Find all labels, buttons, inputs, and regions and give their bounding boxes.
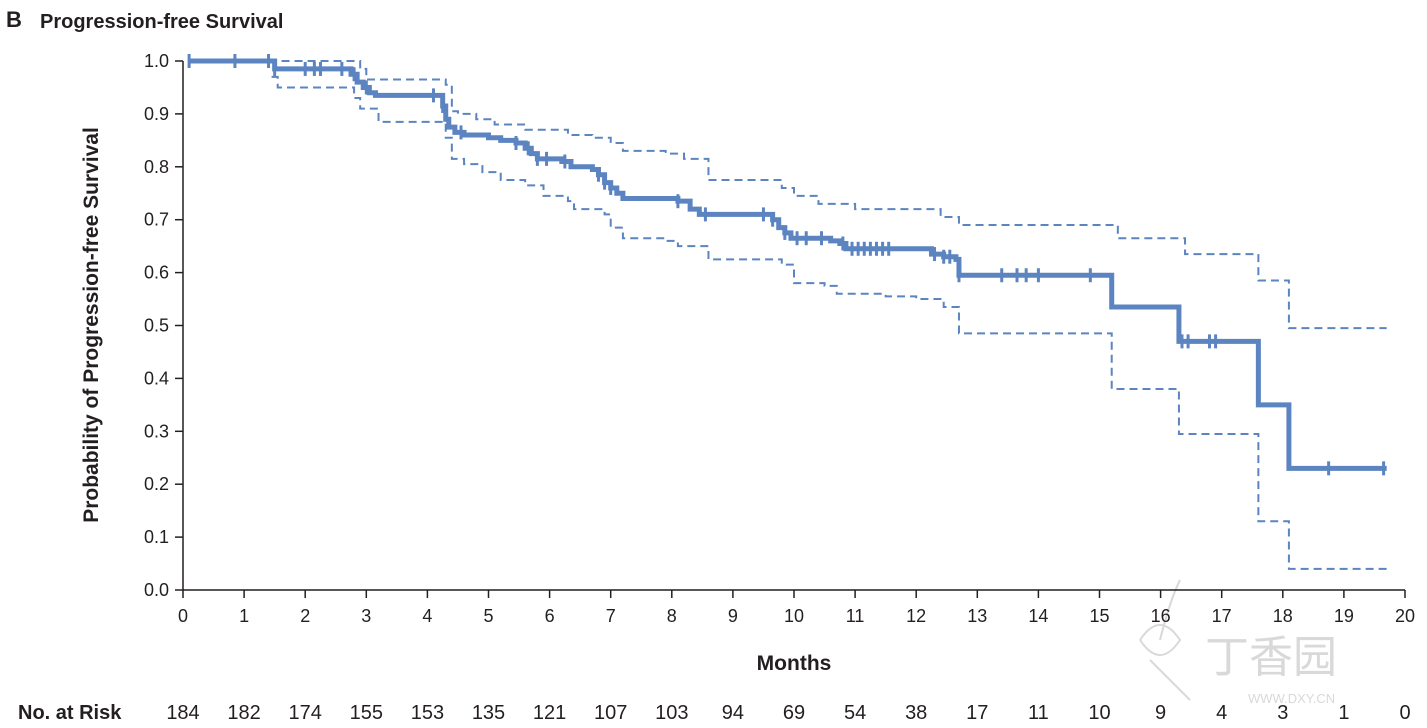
y-tick-label: 0.6 <box>144 263 169 283</box>
at-risk-value: 1 <box>1338 702 1349 724</box>
y-tick-label: 0.0 <box>144 580 169 600</box>
x-tick-label: 11 <box>846 606 865 626</box>
x-tick-label: 13 <box>967 606 987 626</box>
at-risk-value: 184 <box>166 702 199 724</box>
x-tick-label: 17 <box>1212 606 1232 626</box>
x-tick-label: 0 <box>178 606 188 626</box>
at-risk-value: 107 <box>594 702 627 724</box>
confidence-bound-upper-bound <box>268 60 1387 330</box>
x-tick-label: 16 <box>1151 606 1171 626</box>
y-tick-label: 0.3 <box>144 421 169 441</box>
number-at-risk-table: No. at Risk 184 182 174 155 153 135 121 107 103 9… <box>18 702 1411 724</box>
at-risk-value: 10 <box>1088 702 1110 724</box>
x-tick-label: 7 <box>606 606 616 626</box>
at-risk-value: 4 <box>1216 702 1227 724</box>
x-tick-label: 10 <box>784 606 804 626</box>
y-tick-label: 0.2 <box>144 474 169 494</box>
at-risk-value: 135 <box>472 702 505 724</box>
x-tick-label: 6 <box>545 606 555 626</box>
x-tick-label: 8 <box>667 606 677 626</box>
y-axis-title: Probability of Progression-free Survival <box>80 127 103 523</box>
y-tick-label: 0.5 <box>144 316 169 336</box>
at-risk-value: 54 <box>844 702 866 724</box>
at-risk-value: 3 <box>1277 702 1288 724</box>
confidence-bound-lower-bound <box>271 75 1387 570</box>
x-tick-label: 9 <box>728 606 738 626</box>
y-tick-label: 0.9 <box>144 104 169 124</box>
at-risk-value: 153 <box>411 702 444 724</box>
at-risk-value: 0 <box>1399 702 1410 724</box>
at-risk-value: 155 <box>350 702 383 724</box>
panel-letter: B <box>6 7 22 32</box>
x-tick-label: 18 <box>1273 606 1293 626</box>
at-risk-value: 17 <box>966 702 988 724</box>
x-tick-label: 19 <box>1334 606 1354 626</box>
x-axis-title: Months <box>757 652 832 675</box>
at-risk-value: 94 <box>722 702 744 724</box>
watermark-text: 丁香园 <box>1205 633 1337 682</box>
at-risk-value: 121 <box>533 702 566 724</box>
survival-estimate-line <box>189 58 1387 471</box>
y-tick-label: 0.4 <box>144 368 169 388</box>
at-risk-value: 9 <box>1155 702 1166 724</box>
y-axis-ticks: 0.0 0.1 0.2 0.3 0.4 0.5 0.6 0.7 0.8 0.9 1.0 <box>144 51 183 600</box>
survival-curve <box>189 58 1387 471</box>
at-risk-value: 11 <box>1028 702 1049 724</box>
at-risk-value: 174 <box>289 702 322 724</box>
panel-title: Progression-free Survival <box>40 11 283 33</box>
at-risk-value: 182 <box>227 702 260 724</box>
x-tick-label: 5 <box>483 606 493 626</box>
at-risk-values: 184 182 174 155 153 135 121 107 103 94 69 54 38 17 11 1… <box>166 702 1410 724</box>
plot-area <box>187 54 1387 570</box>
y-tick-label: 0.8 <box>144 157 169 177</box>
at-risk-value: 103 <box>655 702 688 724</box>
x-tick-label: 3 <box>361 606 371 626</box>
y-tick-label: 0.7 <box>144 210 169 230</box>
x-tick-label: 2 <box>300 606 310 626</box>
y-tick-label: 0.1 <box>144 527 169 547</box>
x-tick-label: 4 <box>422 606 432 626</box>
at-risk-label: No. at Risk <box>18 702 122 724</box>
x-axis-ticks: 0 1 2 3 4 5 6 7 8 9 10 11 12 13 14 15 16 17 18 19 20 <box>178 590 1415 626</box>
watermark-logo: 丁香园 WWW.DXY.CN <box>1139 579 1337 706</box>
x-tick-label: 12 <box>906 606 926 626</box>
at-risk-value: 69 <box>783 702 805 724</box>
confidence-bands <box>268 60 1387 570</box>
x-tick-label: 15 <box>1089 606 1109 626</box>
x-tick-label: 20 <box>1395 606 1415 626</box>
x-tick-label: 1 <box>239 606 249 626</box>
at-risk-value: 38 <box>905 702 927 724</box>
censor-marks <box>187 54 1386 476</box>
watermark-url: WWW.DXY.CN <box>1248 691 1335 706</box>
y-tick-label: 1.0 <box>144 51 169 71</box>
x-tick-label: 14 <box>1028 606 1048 626</box>
